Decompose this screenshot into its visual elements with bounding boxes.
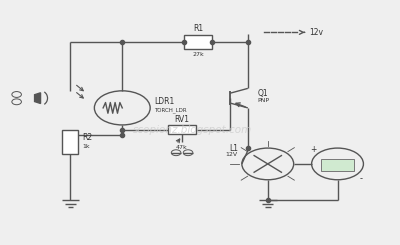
Text: +88.8: +88.8 <box>329 160 346 165</box>
Polygon shape <box>34 93 40 103</box>
Text: LDR1: LDR1 <box>154 97 174 106</box>
Text: R1: R1 <box>193 24 203 33</box>
Text: scopionz.blogspot.com: scopionz.blogspot.com <box>132 125 252 135</box>
Text: RV1: RV1 <box>174 115 190 123</box>
FancyBboxPatch shape <box>321 159 354 171</box>
Text: -: - <box>360 174 363 183</box>
FancyBboxPatch shape <box>184 36 212 49</box>
Text: 12v: 12v <box>310 28 324 37</box>
Text: TORCH_LDR: TORCH_LDR <box>154 108 187 113</box>
Text: 12V: 12V <box>226 152 238 157</box>
Text: R2: R2 <box>82 133 92 142</box>
Text: Volts: Volts <box>330 165 345 170</box>
Text: L1: L1 <box>229 144 238 153</box>
FancyBboxPatch shape <box>62 130 78 154</box>
Text: 47k: 47k <box>176 145 188 150</box>
Text: 1k: 1k <box>82 144 90 149</box>
Text: Q1: Q1 <box>258 89 268 98</box>
Text: PNP: PNP <box>258 98 270 103</box>
Text: +: + <box>310 145 317 154</box>
Text: 27k: 27k <box>192 52 204 57</box>
FancyBboxPatch shape <box>168 125 196 135</box>
